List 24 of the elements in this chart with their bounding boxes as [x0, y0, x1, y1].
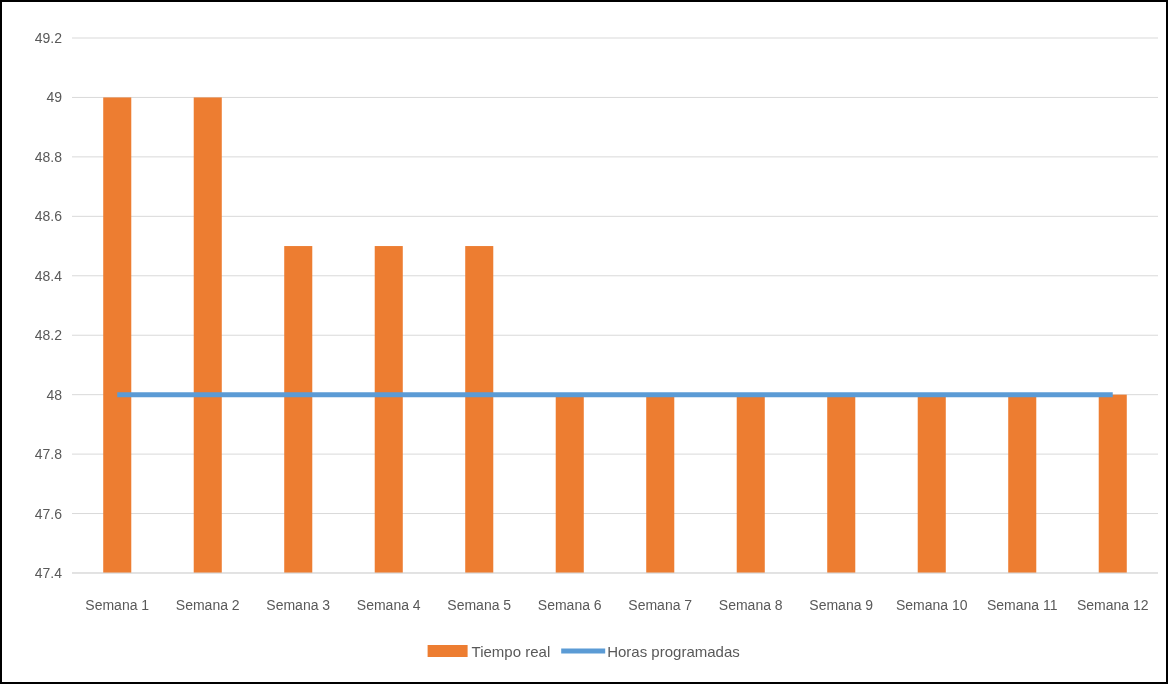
x-tick-label: Semana 8 — [718, 597, 783, 613]
y-tick-label: 48.6 — [34, 208, 63, 225]
x-tick-label: Semana 2 — [175, 597, 240, 613]
x-tick-label: Semana 1 — [85, 597, 150, 613]
x-tick-label: Semana 9 — [809, 597, 874, 613]
x-tick-label: Semana 12 — [1076, 597, 1149, 613]
x-tick-label: Semana 3 — [266, 597, 331, 613]
y-tick-label: 47.4 — [34, 565, 63, 581]
legend-label: Horas programadas — [607, 643, 740, 660]
y-tick-label: 48.4 — [34, 267, 63, 284]
y-tick-label: 47.6 — [34, 505, 63, 522]
y-tick-label: 48.8 — [34, 148, 63, 165]
x-tick-label: Semana 10 — [895, 597, 968, 613]
legend-label: Tiempo real — [471, 643, 551, 660]
x-tick-label: Semana 5 — [447, 597, 512, 613]
y-tick-label: 49.2 — [34, 30, 63, 46]
y-tick-label: 48 — [46, 386, 63, 403]
y-tick-label: 49 — [46, 89, 63, 106]
x-tick-label: Semana 6 — [537, 597, 602, 613]
y-tick-label: 48.2 — [34, 327, 63, 344]
x-tick-label: Semana 7 — [628, 597, 693, 613]
x-tick-label: Semana 4 — [356, 597, 421, 613]
y-tick-label: 47.8 — [34, 446, 63, 463]
x-tick-label: Semana 11 — [986, 597, 1058, 613]
